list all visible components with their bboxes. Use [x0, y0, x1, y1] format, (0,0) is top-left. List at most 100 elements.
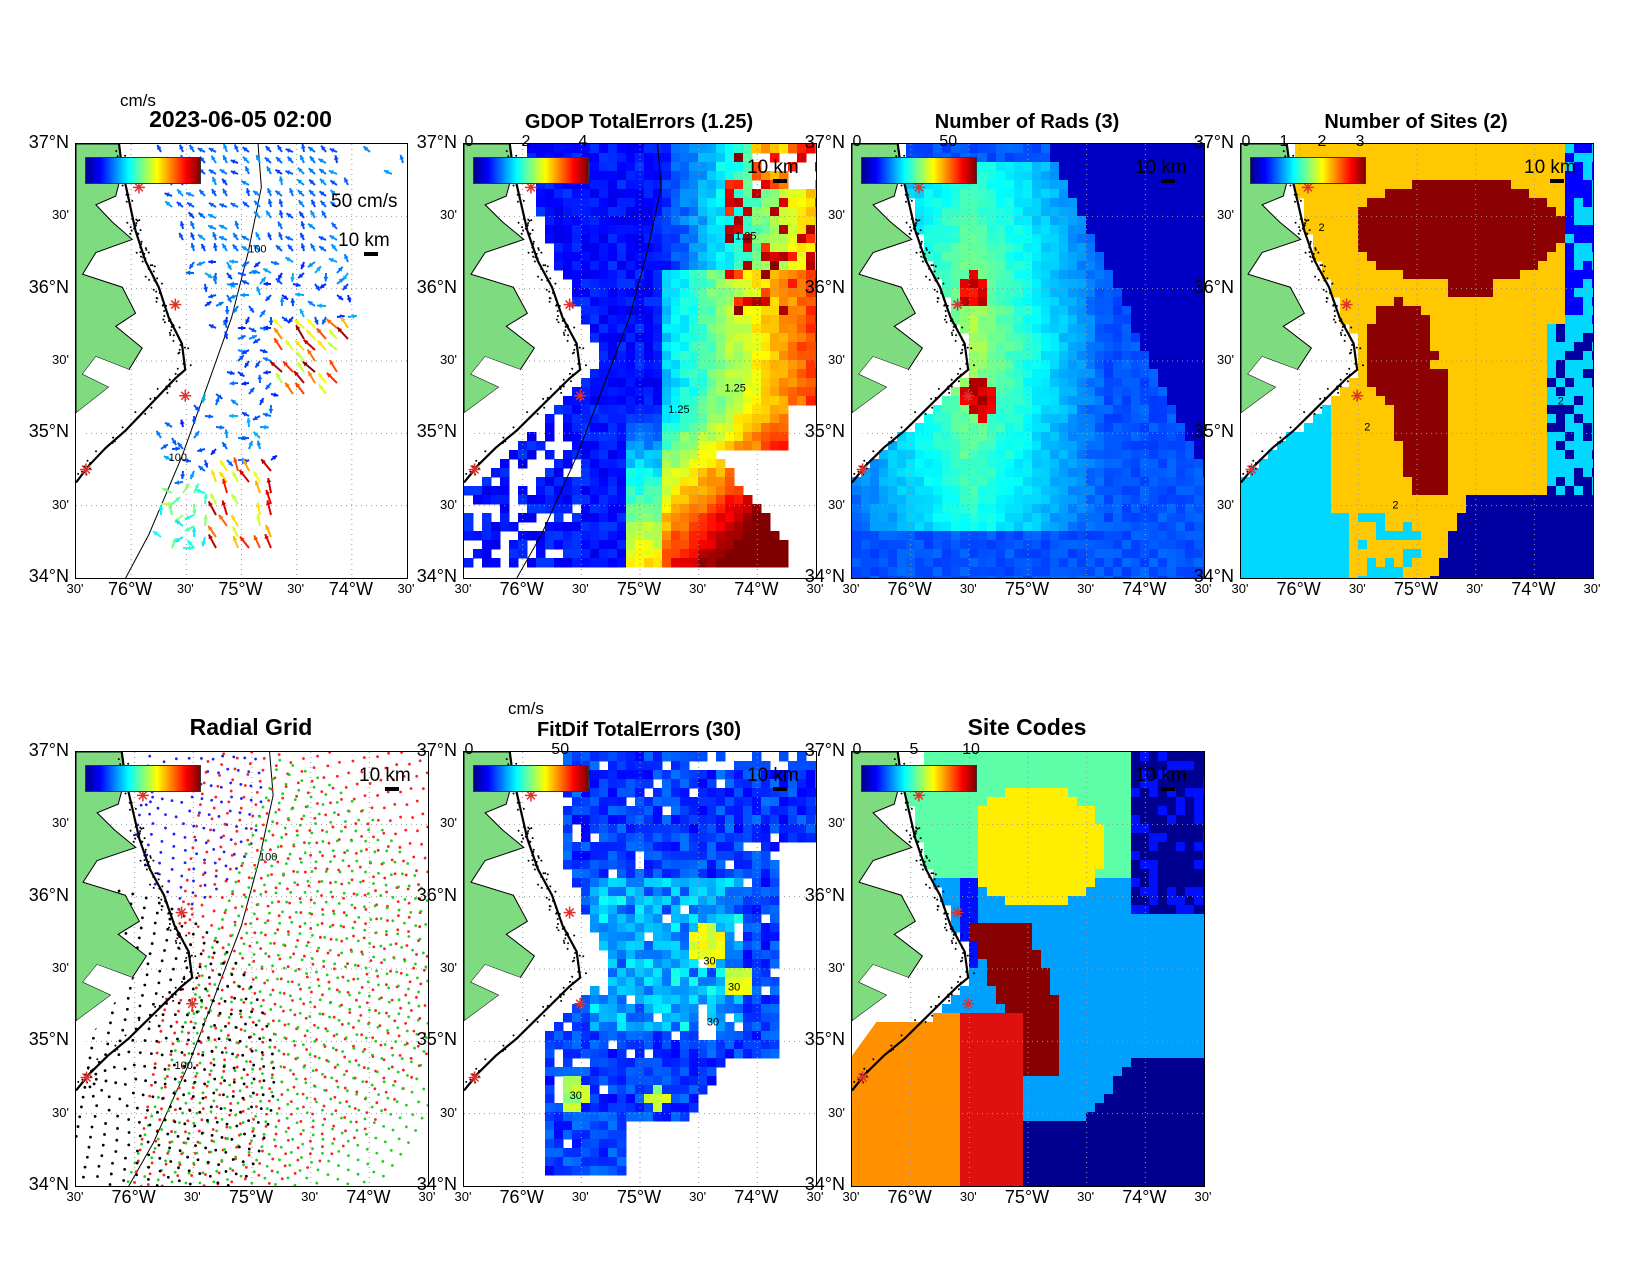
lat-tick-label: 30' — [1217, 496, 1234, 512]
land-area — [464, 144, 536, 414]
lat-tick-label: 37°N — [804, 132, 845, 152]
site-marker — [856, 463, 869, 476]
lon-tick-label: 30' — [1231, 581, 1249, 596]
lon-tick-label: 75°W — [218, 579, 263, 599]
colorbar — [861, 157, 977, 184]
lon-tick-label: 30' — [418, 1189, 436, 1204]
map-axes: 30 30 30 30 — [463, 751, 817, 1187]
land-area — [852, 752, 924, 1022]
lon-tick-label: 74°W — [734, 579, 779, 599]
lon-tick-label: 76°W — [111, 1187, 156, 1207]
site-marker — [951, 298, 964, 311]
lat-tick-label: 34°N — [1193, 566, 1234, 586]
lon-tick-label: 30' — [1466, 581, 1484, 596]
svg-text:1.25: 1.25 — [724, 382, 745, 394]
vector-scale-label: 50 cm/s — [331, 191, 398, 212]
coastline — [852, 144, 970, 484]
lat-tick-label: 34°N — [28, 566, 69, 586]
lon-tick-label: 30' — [959, 581, 977, 596]
land-area — [76, 144, 143, 414]
panel-title: FitDif TotalErrors (30) — [536, 719, 742, 741]
lon-tick-label: 30' — [397, 581, 415, 596]
lon-tick-label: 30' — [689, 581, 707, 596]
site-marker — [1351, 389, 1364, 402]
map-canvas: 1.25 1.25 1.25 — [464, 144, 816, 578]
lon-tick-label: 30' — [66, 581, 84, 596]
lon-tick-label: 30' — [1194, 1189, 1212, 1204]
lat-tick-label: 37°N — [804, 740, 845, 760]
lon-tick-label: 30' — [571, 1189, 589, 1204]
land-area — [852, 144, 924, 414]
lat-tick-label: 36°N — [28, 276, 69, 297]
lon-tick-label: 76°W — [108, 579, 153, 599]
lat-tick-label: 35°N — [1193, 421, 1234, 442]
lat-tick-label: 30' — [52, 815, 69, 831]
lon-tick-label: 75°W — [616, 1187, 662, 1207]
svg-text:1.25: 1.25 — [668, 404, 689, 416]
panel-title: GDOP TotalErrors (1.25) — [524, 111, 754, 133]
panel-title: Radial Grid — [189, 714, 313, 740]
colorbar-tick-label: 5 — [909, 741, 919, 758]
lon-tick-label: 30' — [1077, 1189, 1095, 1204]
colorbar-tick-label: 50 — [939, 133, 958, 150]
colorbar-unit-label: cm/s — [508, 699, 544, 718]
lat-tick-label: 36°N — [804, 884, 845, 905]
lat-tick-label: 30' — [828, 1104, 845, 1120]
svg-text:100: 100 — [248, 244, 266, 256]
panel-title: Number of Rads (3) — [934, 111, 1120, 133]
lat-tick-label: 36°N — [28, 884, 69, 905]
lat-tick-label: 34°N — [804, 1174, 845, 1194]
lat-tick-label: 37°N — [416, 740, 457, 760]
colorbar-tick-label: 0 — [1241, 133, 1251, 150]
site-marker — [912, 181, 925, 194]
site-marker — [1245, 463, 1258, 476]
lon-tick-label: 76°W — [499, 1187, 544, 1207]
map-axes — [851, 143, 1205, 579]
site-marker — [574, 389, 587, 402]
lat-tick-label: 37°N — [28, 132, 69, 152]
colorbar — [861, 765, 977, 792]
lon-tick-label: 30' — [1077, 581, 1095, 596]
lon-tick-label: 30' — [842, 581, 860, 596]
site-marker — [80, 1071, 93, 1084]
colorbar-tick-label: 0 — [852, 741, 862, 758]
lon-tick-label: 30' — [806, 1189, 824, 1204]
lon-tick-label: 75°W — [1004, 1187, 1050, 1207]
lat-tick-label: 35°N — [28, 1029, 69, 1050]
lat-tick-label: 30' — [828, 496, 845, 512]
lon-tick-label: 30' — [842, 1189, 860, 1204]
lon-tick-label: 74°W — [1511, 579, 1556, 599]
lat-tick-label: 37°N — [28, 740, 69, 760]
colorbar-tick-label: 10 — [962, 741, 980, 758]
lon-tick-label: 30' — [1348, 581, 1366, 596]
colorbar — [1250, 157, 1366, 184]
site-marker — [951, 906, 964, 919]
lon-tick-label: 75°W — [1393, 579, 1439, 599]
lat-tick-label: 37°N — [1193, 132, 1234, 152]
lon-tick-label: 30' — [183, 1189, 201, 1204]
map-axes: 100 100 — [75, 751, 429, 1187]
lon-tick-label: 74°W — [1122, 579, 1167, 599]
scale-label: 10 km — [338, 230, 390, 251]
panel-title: 2023-06-05 02:00 — [149, 106, 332, 132]
lat-tick-label: 35°N — [416, 421, 457, 442]
scale-label: 10 km — [747, 765, 799, 786]
scale-bar — [1550, 179, 1564, 183]
isobath-contour — [128, 752, 274, 1186]
scale-label: 10 km — [1524, 157, 1576, 178]
map-axes: 1.25 1.25 1.25 — [463, 143, 817, 579]
colorbar — [85, 157, 201, 184]
coastline — [76, 752, 194, 1092]
lat-tick-label: 30' — [1217, 207, 1234, 223]
panel-title: Number of Sites (2) — [1324, 111, 1508, 133]
lat-tick-label: 36°N — [1193, 276, 1234, 297]
site-marker — [186, 997, 199, 1010]
lat-tick-label: 34°N — [28, 1174, 69, 1194]
scale-bar — [773, 787, 787, 791]
scale-label: 10 km — [1135, 157, 1187, 178]
lon-tick-label: 76°W — [887, 1187, 932, 1207]
lat-tick-label: 30' — [828, 815, 845, 831]
lat-tick-label: 30' — [440, 1104, 457, 1120]
